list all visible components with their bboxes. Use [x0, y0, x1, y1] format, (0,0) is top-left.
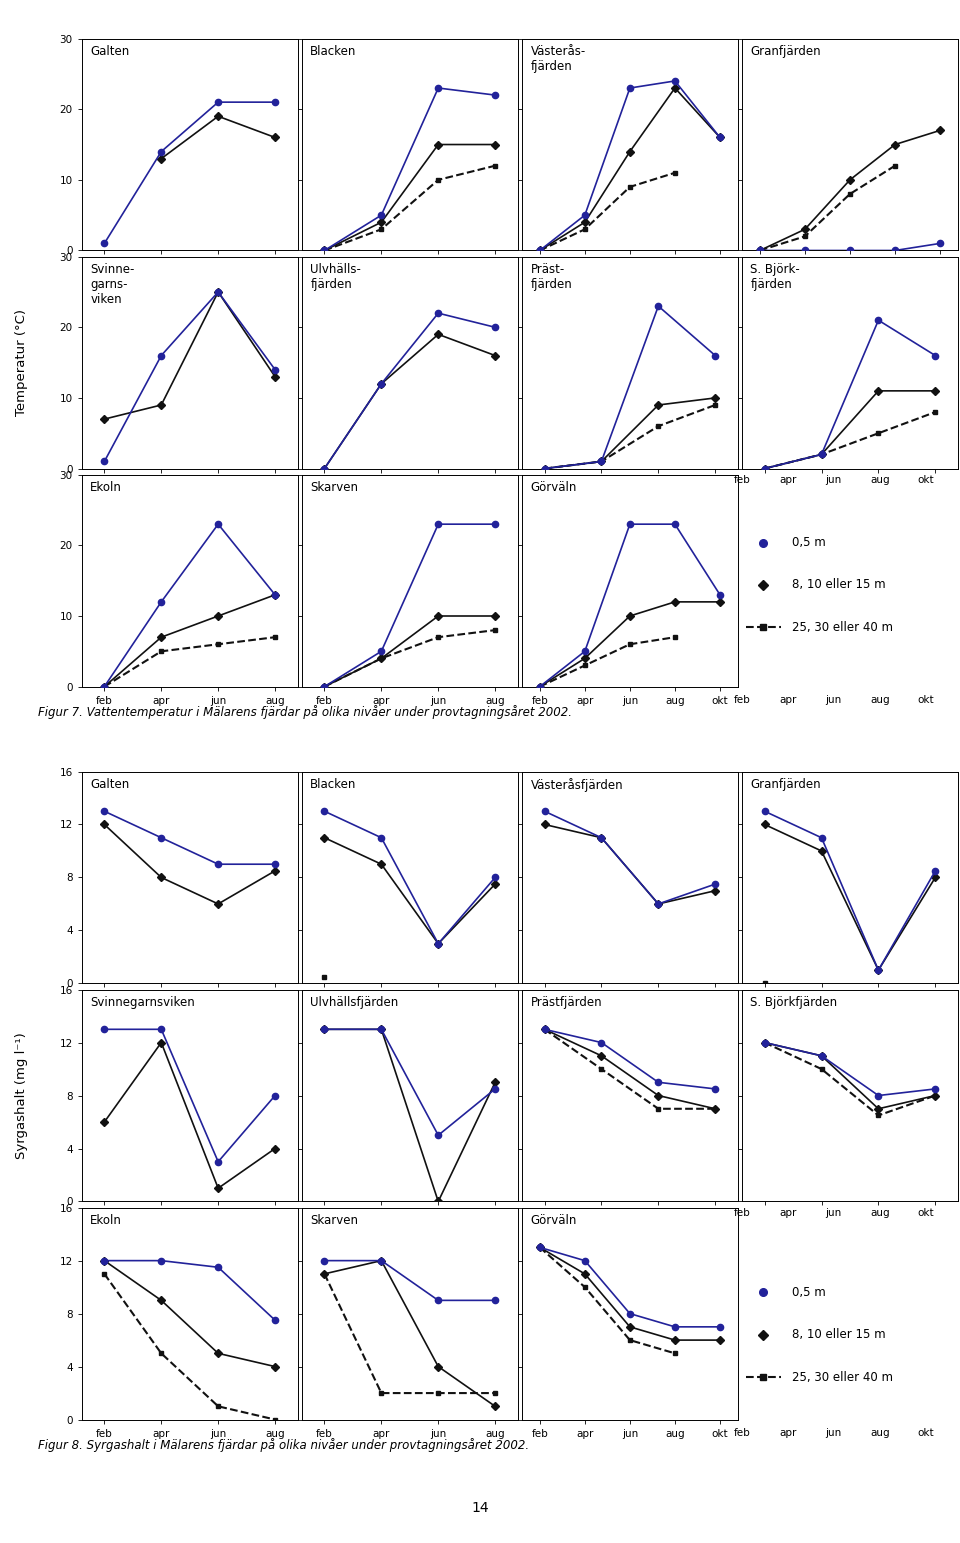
Text: aug: aug: [870, 1427, 890, 1438]
Text: S. Björk-
fjärden: S. Björk- fjärden: [751, 262, 801, 292]
Text: Blacken: Blacken: [310, 778, 357, 792]
Text: Galten: Galten: [90, 45, 130, 59]
Text: Temperatur (°C): Temperatur (°C): [14, 309, 28, 417]
Text: Galten: Galten: [90, 778, 130, 792]
Text: Västeråsfjärden: Västeråsfjärden: [531, 778, 623, 792]
Text: Granfjärden: Granfjärden: [751, 45, 821, 59]
Text: 0,5 m: 0,5 m: [792, 1285, 826, 1299]
Text: Figur 8. Syrgashalt i Mälarens fjärdar på olika nivåer under provtagningsåret 20: Figur 8. Syrgashalt i Mälarens fjärdar p…: [38, 1438, 530, 1452]
Text: Skarven: Skarven: [310, 1214, 358, 1227]
Text: apr: apr: [780, 475, 797, 485]
Text: apr: apr: [780, 694, 797, 705]
Text: Granfjärden: Granfjärden: [751, 778, 821, 792]
Text: Svinnegarnsviken: Svinnegarnsviken: [90, 995, 195, 1009]
Text: feb: feb: [733, 475, 750, 485]
Text: Ekoln: Ekoln: [90, 481, 122, 494]
Text: jun: jun: [826, 694, 842, 705]
Text: 14: 14: [471, 1501, 489, 1515]
Text: 25, 30 eller 40 m: 25, 30 eller 40 m: [792, 620, 893, 634]
Text: aug: aug: [870, 694, 890, 705]
Text: 0,5 m: 0,5 m: [792, 535, 826, 549]
Text: Ulvhälls-
fjärden: Ulvhälls- fjärden: [310, 262, 361, 292]
Text: S. Björkfjärden: S. Björkfjärden: [751, 995, 838, 1009]
Text: Ekoln: Ekoln: [90, 1214, 122, 1227]
Text: okt: okt: [918, 1208, 934, 1217]
Text: feb: feb: [733, 1208, 750, 1217]
Text: 25, 30 eller 40 m: 25, 30 eller 40 m: [792, 1370, 893, 1384]
Text: Görväln: Görväln: [531, 1214, 577, 1227]
Text: jun: jun: [826, 1427, 842, 1438]
Text: 8, 10 eller 15 m: 8, 10 eller 15 m: [792, 1329, 885, 1341]
Text: Prästfjärden: Prästfjärden: [531, 995, 602, 1009]
Text: aug: aug: [870, 1208, 890, 1217]
Text: aug: aug: [870, 475, 890, 485]
Text: Blacken: Blacken: [310, 45, 357, 59]
Text: okt: okt: [918, 1427, 934, 1438]
Text: feb: feb: [733, 1427, 750, 1438]
Text: Skarven: Skarven: [310, 481, 358, 494]
Text: okt: okt: [918, 694, 934, 705]
Text: jun: jun: [826, 475, 842, 485]
Text: feb: feb: [733, 694, 750, 705]
Text: apr: apr: [780, 1427, 797, 1438]
Text: apr: apr: [780, 1208, 797, 1217]
Text: jun: jun: [826, 1208, 842, 1217]
Text: Präst-
fjärden: Präst- fjärden: [531, 262, 572, 292]
Text: Svinne-
garns-
viken: Svinne- garns- viken: [90, 262, 134, 306]
Text: okt: okt: [918, 475, 934, 485]
Text: Figur 7. Vattentemperatur i Mälarens fjärdar på olika nivåer under provtagningså: Figur 7. Vattentemperatur i Mälarens fjä…: [38, 705, 572, 719]
Text: Görväln: Görväln: [531, 481, 577, 494]
Text: Västerås-
fjärden: Västerås- fjärden: [531, 45, 586, 73]
Text: 8, 10 eller 15 m: 8, 10 eller 15 m: [792, 579, 885, 591]
Text: Syrgashalt (mg l⁻¹): Syrgashalt (mg l⁻¹): [14, 1032, 28, 1159]
Text: Ulvhällsfjärden: Ulvhällsfjärden: [310, 995, 398, 1009]
